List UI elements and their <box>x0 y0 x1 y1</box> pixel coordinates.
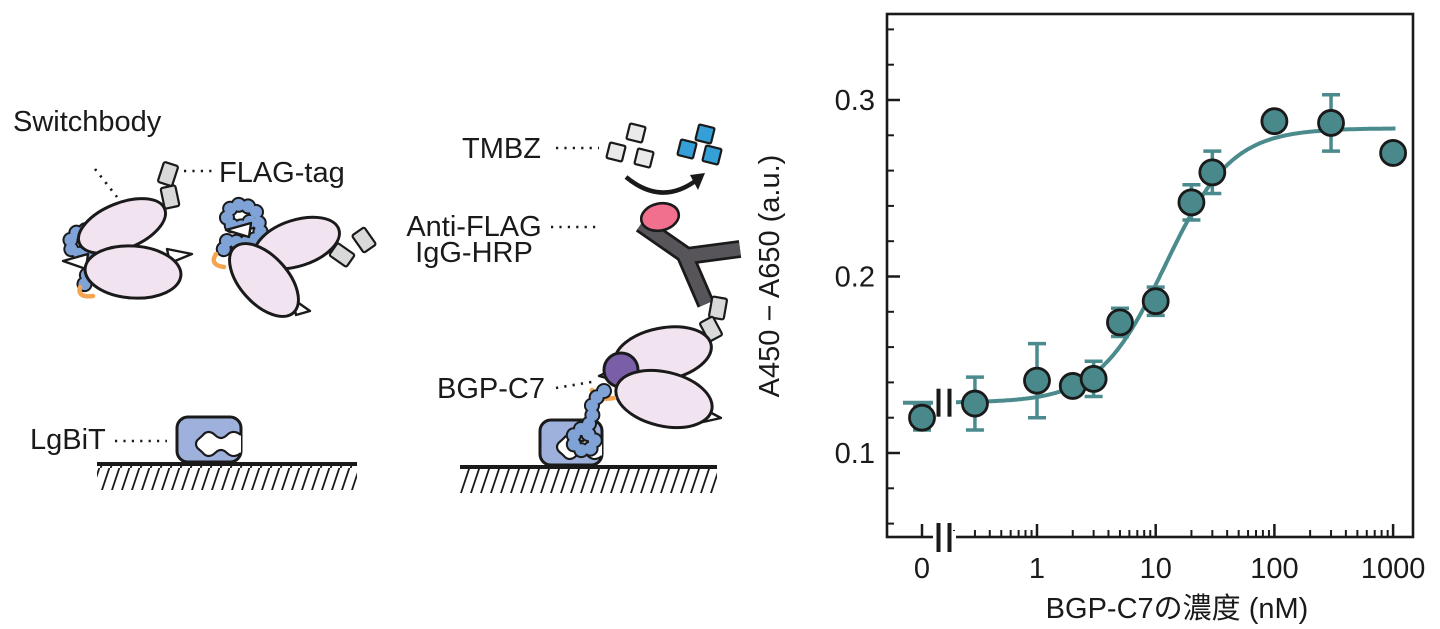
tmbz-substrate-square <box>625 122 647 144</box>
y-tick-label: 0.2 <box>835 262 875 294</box>
anti-flag-label-line2: IgG-HRP <box>415 237 533 269</box>
tmbz-product-squares <box>676 123 723 166</box>
switchbody-molecule-closed-1 <box>61 161 194 300</box>
tmbz-label: TMBZ <box>462 133 541 165</box>
fab-domain <box>83 244 183 300</box>
flag-tag-label: FLAG-tag <box>219 157 345 189</box>
bgp-c7-leader-line <box>555 379 598 390</box>
flag-tag-square <box>157 161 179 187</box>
anti-flag-label-line1: Anti-FLAG <box>406 211 541 243</box>
tmbz-product-square <box>676 138 698 160</box>
lgbit-protein <box>175 415 243 464</box>
data-point <box>1260 107 1289 136</box>
hrp-enzyme <box>639 201 681 233</box>
tmbz-substrate-squares <box>605 122 655 169</box>
chart-plot-area: 0.1 0.2 0.3 0 1 10 100 1000 <box>835 12 1426 585</box>
x-tick-label: 100 <box>1250 553 1298 585</box>
data-break-gap <box>933 396 956 409</box>
x-axis-title: BGP-C7の濃度 (nM) <box>1046 592 1309 625</box>
flag-tag-square <box>708 295 728 321</box>
switchbody-molecule-open <box>589 325 723 430</box>
reaction-arrow <box>624 173 705 195</box>
schematic-closed-switchbody-panel: Switchbody FLAG-tag <box>13 106 377 490</box>
linker-arc <box>77 284 96 299</box>
x-tick-label: 0 <box>914 553 930 585</box>
igg-antibody <box>678 250 712 307</box>
tmbz-substrate-square <box>605 141 627 163</box>
x-tick-label: 1 <box>1029 553 1045 585</box>
lgbit-binding-groove <box>196 432 241 456</box>
x-tick-label: 1000 <box>1361 553 1426 585</box>
tmbz-product-square <box>701 144 723 166</box>
y-axis-title: A450 − A650 (a.u.) <box>754 155 786 398</box>
smbit-peptide-chain <box>566 385 610 457</box>
y-tick-label: 0.1 <box>835 438 875 470</box>
surface-1 <box>97 462 357 490</box>
lgbit-label: LgBiT <box>30 424 106 456</box>
anti-flag-igg-hrp <box>635 201 742 308</box>
surface-hatching <box>97 464 357 490</box>
fab-tail <box>224 221 253 239</box>
data-point <box>1177 188 1206 217</box>
fab-domain <box>614 368 714 430</box>
data-point <box>1106 308 1134 337</box>
switchbody-leader-line <box>93 168 119 198</box>
y-tick-label: 0.3 <box>835 85 875 117</box>
tmbz-product-square <box>694 123 716 145</box>
flag-tag-square <box>699 315 723 343</box>
reaction-arrow-head <box>690 173 705 190</box>
data-point <box>1317 109 1345 137</box>
linker-arc <box>211 251 227 270</box>
switchbody-label: Switchbody <box>13 106 162 138</box>
data-point <box>908 403 936 432</box>
lgbit-binding-groove-edge <box>194 430 242 458</box>
data-point <box>1141 287 1170 316</box>
data-point <box>1079 364 1108 393</box>
fab-domain <box>228 242 300 318</box>
x-tick-label: 10 <box>1140 553 1172 585</box>
data-point <box>1198 158 1227 187</box>
flag-tag-square <box>159 184 181 210</box>
flag-tag-square <box>328 242 356 268</box>
smbit-peptide-chain <box>217 198 267 259</box>
switchbody-molecule-closed-2 <box>211 196 377 318</box>
flag-tag-square <box>351 226 377 254</box>
dose-response-chart: 0.10.20.30 1 10 100 1000 A450 − A650 (a.u.) … <box>754 12 1426 625</box>
x-axis-break-gap <box>933 531 956 543</box>
lgbit-protein-bound <box>538 383 612 467</box>
data-point <box>1379 139 1407 167</box>
reaction-arrow-curve <box>624 175 700 195</box>
schematic-assay-panel: TMBZ Anti-FLAG IgG-HRP <box>406 122 742 493</box>
surface-hatching <box>460 467 717 493</box>
fit-curve <box>952 126 1396 405</box>
tmbz-substrate-square <box>633 147 655 169</box>
bgp-c7-label: BGP-C7 <box>437 373 545 405</box>
data-point <box>961 389 989 418</box>
plot-frame <box>885 12 1415 539</box>
data-point <box>1023 366 1051 395</box>
surface-2 <box>460 465 717 493</box>
